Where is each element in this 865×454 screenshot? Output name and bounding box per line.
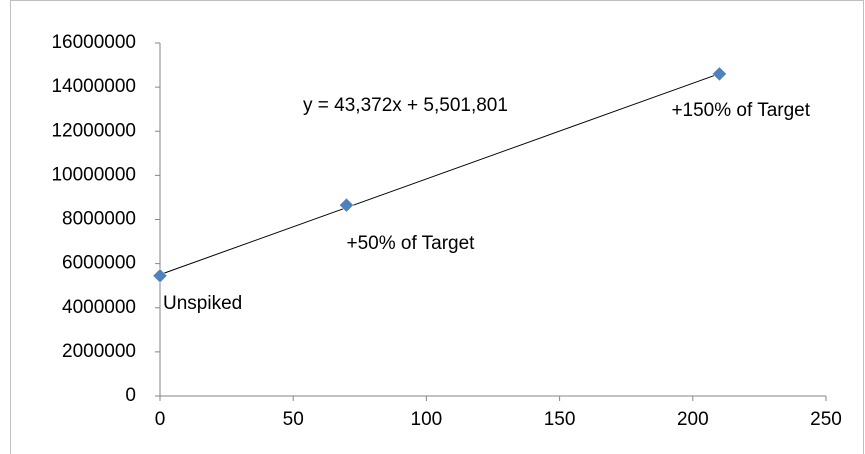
point bbox=[152, 268, 168, 284]
y-tick-label: 10000000 bbox=[51, 164, 136, 185]
y-tick-label: 4000000 bbox=[62, 297, 136, 318]
trendline bbox=[159, 73, 720, 276]
y-tick-label: 14000000 bbox=[51, 76, 136, 97]
chart-frame bbox=[10, 0, 864, 454]
y-tick-label: 8000000 bbox=[62, 209, 136, 230]
point bbox=[339, 197, 354, 213]
point-label: +50% of Target bbox=[346, 233, 475, 254]
x-tick-label: 100 bbox=[411, 409, 443, 430]
y-tick-label: 2000000 bbox=[62, 341, 136, 362]
x-tick-label: 150 bbox=[544, 409, 576, 430]
y-tick-label: 16000000 bbox=[51, 32, 136, 53]
point bbox=[712, 66, 727, 82]
point-label: Unspiked bbox=[163, 293, 242, 314]
x-tick-label: 250 bbox=[810, 409, 842, 430]
trendline-equation: y = 43,372x + 5,501,801 bbox=[303, 95, 508, 116]
x-tick-label: 50 bbox=[283, 409, 304, 430]
x-tick-label: 200 bbox=[677, 409, 709, 430]
y-tick-label: 12000000 bbox=[51, 120, 136, 141]
y-tick-label: 6000000 bbox=[62, 253, 136, 274]
x-tick-label: 0 bbox=[155, 409, 166, 430]
point-label: +150% of Target bbox=[671, 100, 810, 121]
y-tick-label: 0 bbox=[125, 385, 136, 406]
